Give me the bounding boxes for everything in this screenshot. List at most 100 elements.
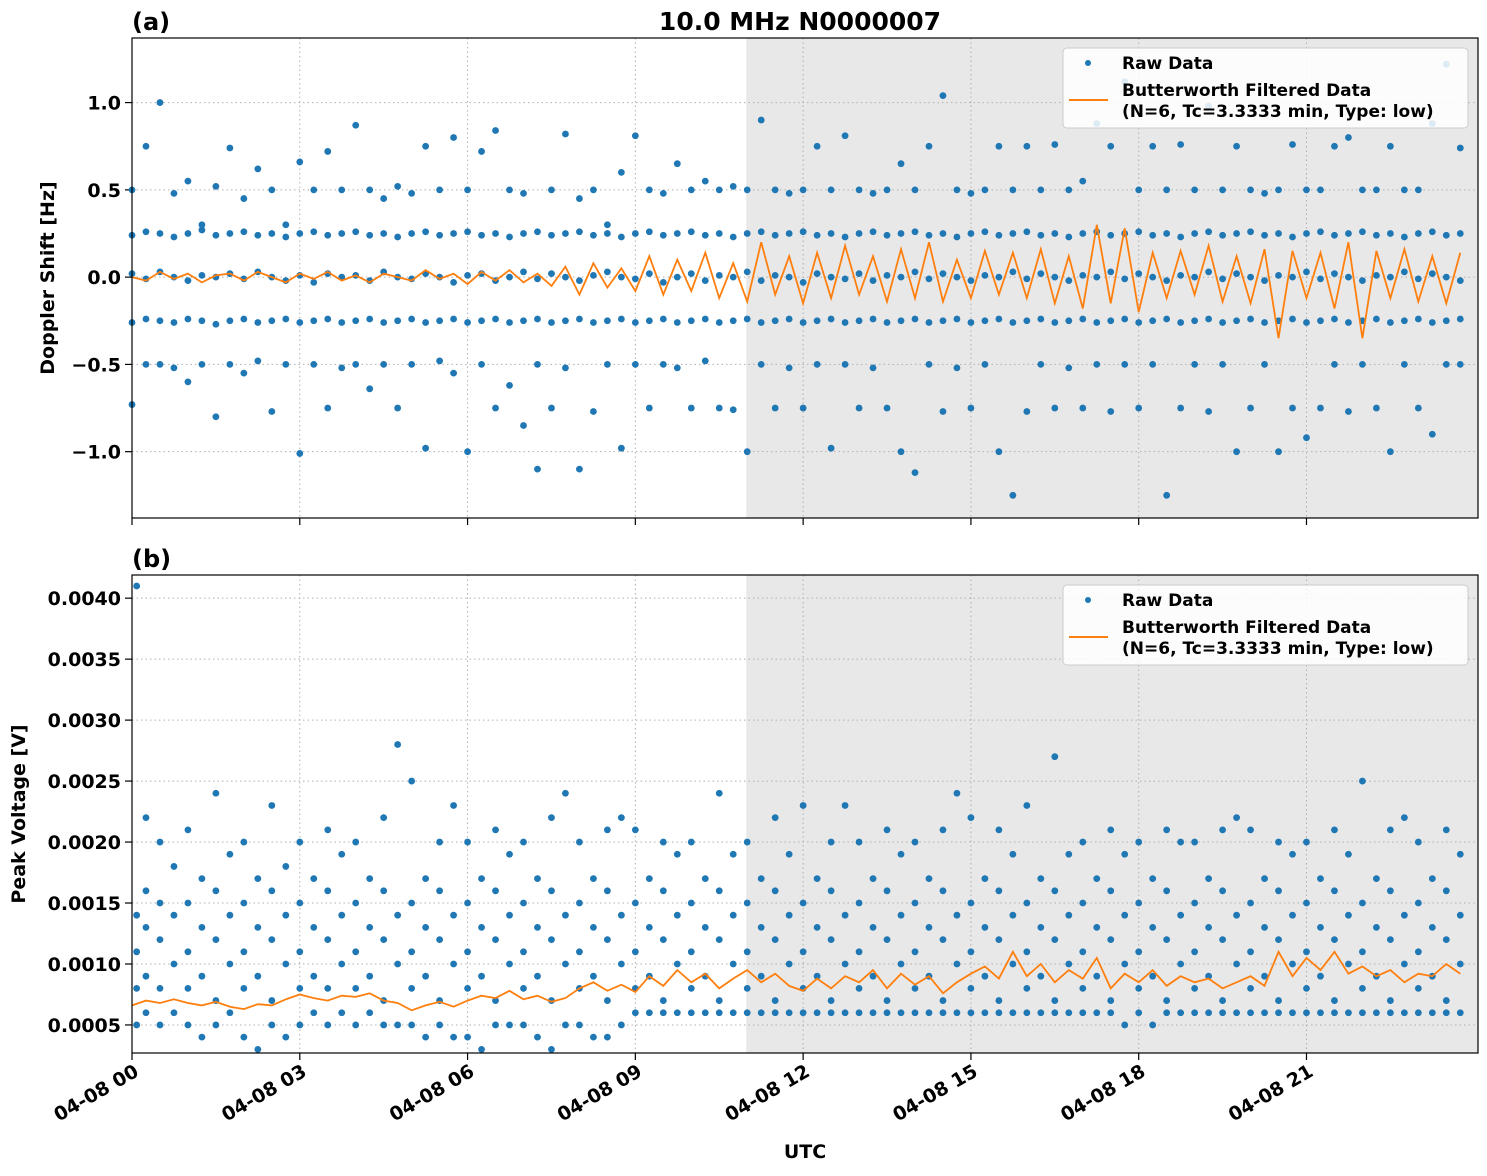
raw-data-point [715,404,723,412]
raw-data-point [1163,491,1171,499]
raw-data-point [240,228,248,236]
raw-data-point [1261,972,1268,980]
raw-data-point [212,182,220,190]
raw-data-point [869,364,877,372]
raw-data-point [939,997,947,1004]
raw-data-point [520,189,527,197]
raw-data-point [925,924,933,931]
raw-data-point [408,777,416,785]
legend: Raw Data Butterworth Filtered Data(N=6, T… [1062,584,1469,666]
raw-data-point [133,911,141,919]
raw-data-point [492,887,499,895]
raw-data-point [380,936,388,943]
raw-data-point [617,444,625,452]
raw-data-point [855,984,863,992]
legend: Raw Data Butterworth Filtered Data(N=6, T… [1062,47,1469,129]
raw-data-point [911,838,919,846]
raw-data-point [967,984,975,992]
raw-data-point [799,186,807,194]
raw-data-point [967,814,975,822]
legend-raw-marker [1085,60,1091,66]
x-tick-label: 04-08 21 [1225,1060,1317,1126]
raw-data-point [1191,361,1199,368]
raw-data-point [324,1021,332,1029]
raw-data-point [1009,911,1017,919]
raw-data-point [1023,228,1031,236]
raw-data-point [240,948,248,956]
raw-data-point [1456,1009,1464,1017]
raw-data-point [869,1009,877,1017]
raw-data-point [673,230,681,237]
raw-data-point [366,1009,374,1017]
raw-data-point [478,875,485,883]
raw-data-point [813,924,821,931]
raw-data-point [1219,997,1226,1004]
raw-data-point [855,230,863,237]
raw-data-point [841,275,849,283]
raw-data-point [743,899,751,907]
raw-data-point [841,960,849,968]
raw-data-point [1065,960,1073,968]
legend-raw-label: Raw Data [1122,591,1213,611]
y-tick-label: −1.0 [71,442,121,464]
raw-data-point [869,924,877,931]
raw-data-point [464,984,471,992]
x-tick-label: 04-08 09 [554,1060,646,1126]
raw-data-point [254,924,262,931]
raw-data-point [1009,491,1017,499]
raw-data-point [1219,319,1226,326]
raw-data-point [967,319,975,326]
raw-data-point [1372,271,1380,279]
raw-data-point [1135,228,1143,236]
raw-data-point [1400,361,1408,368]
raw-data-point [729,850,737,858]
raw-data-point [1372,231,1380,239]
raw-data-point [673,1009,681,1017]
raw-data-point [310,186,318,194]
raw-data-point [1149,1021,1157,1029]
raw-data-point [1163,936,1171,943]
raw-data-point [771,271,779,279]
raw-data-point [799,802,807,809]
raw-data-point [1205,875,1213,883]
raw-data-point [534,465,541,473]
raw-data-point [198,924,206,931]
raw-data-point [310,228,318,236]
raw-data-point [743,448,751,456]
raw-data-point [506,319,513,326]
raw-data-point [548,186,555,194]
raw-data-point [953,273,961,281]
raw-data-point [1386,997,1394,1004]
raw-data-point [548,319,555,326]
raw-data-point [1428,228,1436,236]
raw-data-point [310,1009,318,1017]
raw-data-point [1359,228,1366,236]
raw-data-point [1331,826,1338,834]
raw-data-point [1400,1009,1408,1017]
raw-data-point [184,177,192,185]
raw-data-point [450,134,457,141]
raw-data-point [254,357,262,365]
raw-data-point [673,364,681,372]
raw-data-point [422,924,430,931]
raw-data-point [1177,319,1185,326]
raw-data-point [757,924,765,931]
raw-data-point [1372,875,1380,883]
y-tick-label: 0.0015 [48,893,121,915]
raw-data-point [911,469,919,477]
raw-data-point [1149,875,1157,883]
raw-data-point [170,319,178,326]
raw-data-point [617,233,625,241]
raw-data-point [1456,144,1464,152]
raw-data-point [464,186,471,194]
raw-data-point [1442,317,1450,325]
panel-label-a: (a) [132,8,170,36]
raw-data-point [1065,317,1073,325]
raw-data-point [1275,838,1282,846]
raw-data-point [492,127,499,134]
raw-data-point [408,230,416,237]
raw-data-point [813,317,821,325]
raw-data-point [827,315,835,323]
raw-data-point [757,875,765,883]
raw-data-point [841,361,849,368]
